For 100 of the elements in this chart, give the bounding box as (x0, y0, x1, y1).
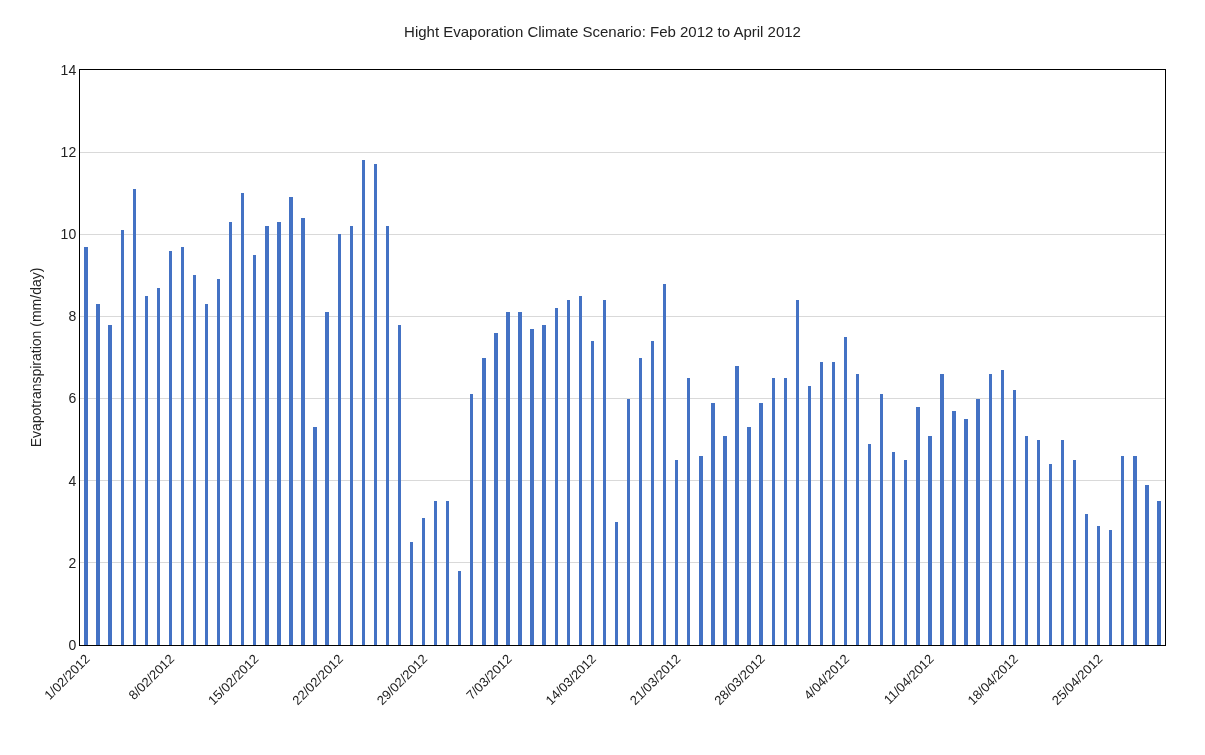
bar (832, 362, 835, 645)
bar (301, 218, 305, 645)
bar (422, 518, 425, 645)
bar (796, 300, 799, 645)
bar (555, 308, 558, 645)
bar (1073, 460, 1076, 645)
bar (398, 325, 401, 645)
y-tick-label: 8 (68, 308, 77, 325)
bar (904, 460, 907, 645)
bar (675, 460, 678, 645)
bar (458, 571, 461, 645)
bar (639, 358, 642, 645)
y-tick-label: 0 (68, 636, 77, 653)
bar (1025, 436, 1028, 645)
bar (277, 222, 281, 645)
bar (615, 522, 618, 645)
bar (1145, 485, 1149, 645)
bar (964, 419, 968, 645)
bar (506, 312, 510, 645)
y-tick-label: 6 (68, 390, 77, 407)
bar (1121, 456, 1124, 645)
bar (711, 403, 715, 645)
bar (350, 226, 353, 645)
bar (446, 501, 449, 645)
y-tick-label: 14 (60, 61, 77, 78)
bar (229, 222, 232, 645)
bar (241, 193, 244, 645)
bar (952, 411, 956, 645)
bar (289, 197, 293, 645)
y-tick-label: 12 (60, 144, 77, 161)
y-axis-title: Evapotranspiration (mm/day) (28, 267, 45, 448)
bar (96, 304, 100, 645)
bar (868, 444, 871, 645)
bar (627, 399, 630, 645)
bar (603, 300, 606, 645)
bar (470, 394, 473, 645)
bar (784, 378, 787, 645)
bar (940, 374, 944, 645)
bar (386, 226, 389, 645)
bar (663, 284, 666, 645)
bar (374, 164, 377, 645)
bar (928, 436, 932, 645)
bar (723, 436, 727, 645)
bar (989, 374, 992, 645)
bar (699, 456, 703, 645)
bar (518, 312, 522, 645)
bar (1097, 526, 1100, 645)
bar (84, 247, 88, 645)
bar (1133, 456, 1137, 645)
bar (1061, 440, 1064, 645)
y-tick-label: 10 (60, 226, 77, 243)
bar (1109, 530, 1112, 645)
bar (145, 296, 148, 645)
bar (157, 288, 160, 645)
bar (880, 394, 883, 645)
bar (856, 374, 859, 645)
bar (1157, 501, 1161, 645)
bar (976, 399, 980, 645)
bar (772, 378, 775, 645)
bar (362, 160, 365, 645)
bar (1001, 370, 1004, 645)
bar (820, 362, 823, 645)
bar (338, 234, 341, 645)
bar (1037, 440, 1040, 645)
bar (265, 226, 269, 645)
bar (313, 427, 317, 645)
bar (892, 452, 895, 645)
bar (808, 386, 811, 645)
bar (916, 407, 920, 645)
bar (253, 255, 256, 645)
chart-title: Hight Evaporation Climate Scenario: Feb 2012 to April 2012 (404, 22, 801, 40)
bar (169, 251, 172, 645)
bar (108, 325, 112, 645)
bar (579, 296, 582, 645)
bar (542, 325, 546, 645)
bar (325, 312, 329, 645)
bar (591, 341, 594, 645)
bar (1085, 514, 1088, 645)
y-tick-label: 2 (68, 554, 77, 571)
bar (133, 189, 136, 645)
bar (687, 378, 690, 645)
bar (735, 366, 739, 645)
bar (434, 501, 437, 645)
bar (181, 247, 184, 645)
bar (747, 427, 751, 645)
bar (759, 403, 763, 645)
bar (1013, 390, 1016, 645)
bar (205, 304, 208, 645)
bar (410, 542, 413, 645)
bar (844, 337, 847, 645)
y-tick-label: 4 (68, 472, 77, 489)
bar (482, 358, 486, 645)
bar (121, 230, 124, 645)
bar (1049, 464, 1052, 645)
bar (193, 275, 196, 645)
bar (217, 279, 220, 645)
bar (567, 300, 570, 645)
bar (494, 333, 498, 645)
bar (530, 329, 534, 645)
bar (651, 341, 654, 645)
